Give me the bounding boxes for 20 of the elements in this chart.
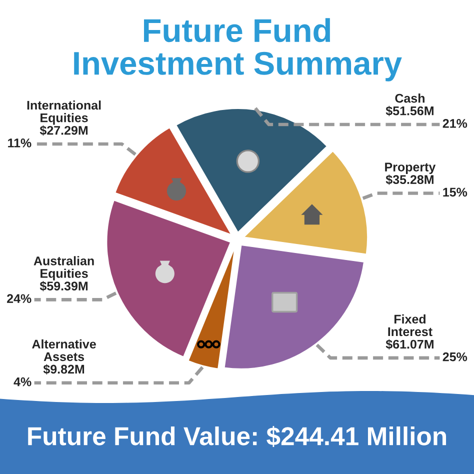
data-label: $9.82M (43, 364, 84, 374)
text: Future Fund Value: $244.41 Million (28, 426, 446, 447)
slice-label: Property (385, 162, 436, 174)
text: 24% (7, 294, 32, 304)
data-label: $61.07M (386, 339, 434, 350)
slice-label: Alternative Assets (32, 339, 96, 362)
text: 21% (442, 119, 468, 128)
data-label: $27.29M (40, 125, 88, 136)
slice-label: International Equities (27, 100, 101, 125)
data-label: $51.56M (386, 106, 434, 116)
slice-label: Fixed Interest (388, 314, 432, 336)
text: 25% (442, 352, 468, 362)
text: 15% (443, 188, 468, 197)
data-label: $59.39M (40, 281, 88, 292)
text: 11% (8, 138, 32, 148)
slice-label: Australian Equities (34, 256, 94, 280)
chart-title: Future Fund Investment Summary (74, 18, 402, 82)
data-label: $35.28M (386, 174, 434, 185)
slice-label: Cash (395, 94, 424, 103)
text: 4% (14, 377, 32, 386)
